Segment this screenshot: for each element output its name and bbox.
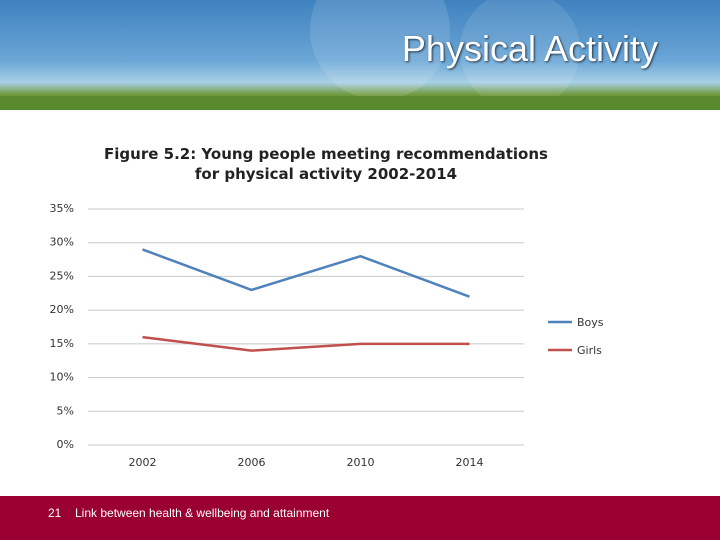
y-tick-label: 15% (50, 337, 74, 350)
header-banner: Physical Activity (0, 0, 720, 110)
grass (0, 96, 720, 110)
chart-title: Figure 5.2: Young people meeting recomme… (104, 145, 548, 183)
x-tick-label: 2010 (347, 456, 375, 469)
chart: 0% 5% 10% 15% 20% 25% 30% 35% 2002 2006 2010 2014 Bo… (50, 202, 604, 469)
y-tick-label: 35% (50, 202, 74, 215)
decor (460, 0, 580, 110)
y-tick-label: 25% (50, 269, 74, 282)
y-tick-label: 30% (50, 236, 74, 249)
legend-label: Boys (577, 316, 604, 329)
decor (310, 0, 450, 100)
series-line (142, 248, 470, 298)
series-line (142, 335, 470, 352)
footer: 21 Link between health & wellbeing and a… (0, 496, 720, 540)
banner-art (0, 0, 720, 110)
y-tick-label: 0% (57, 438, 74, 451)
y-tick-label: 20% (50, 303, 74, 316)
x-tick-label: 2002 (129, 456, 157, 469)
x-tick-label: 2006 (238, 456, 266, 469)
y-tick-label: 10% (50, 371, 74, 384)
page-number: 21 (48, 506, 62, 520)
x-tick-label: 2014 (456, 456, 484, 469)
footer-text: Link between health & wellbeing and atta… (75, 506, 330, 520)
slide-title: Physical Activity (401, 28, 658, 69)
legend-label: Girls (577, 344, 602, 357)
y-tick-label: 5% (57, 404, 74, 417)
